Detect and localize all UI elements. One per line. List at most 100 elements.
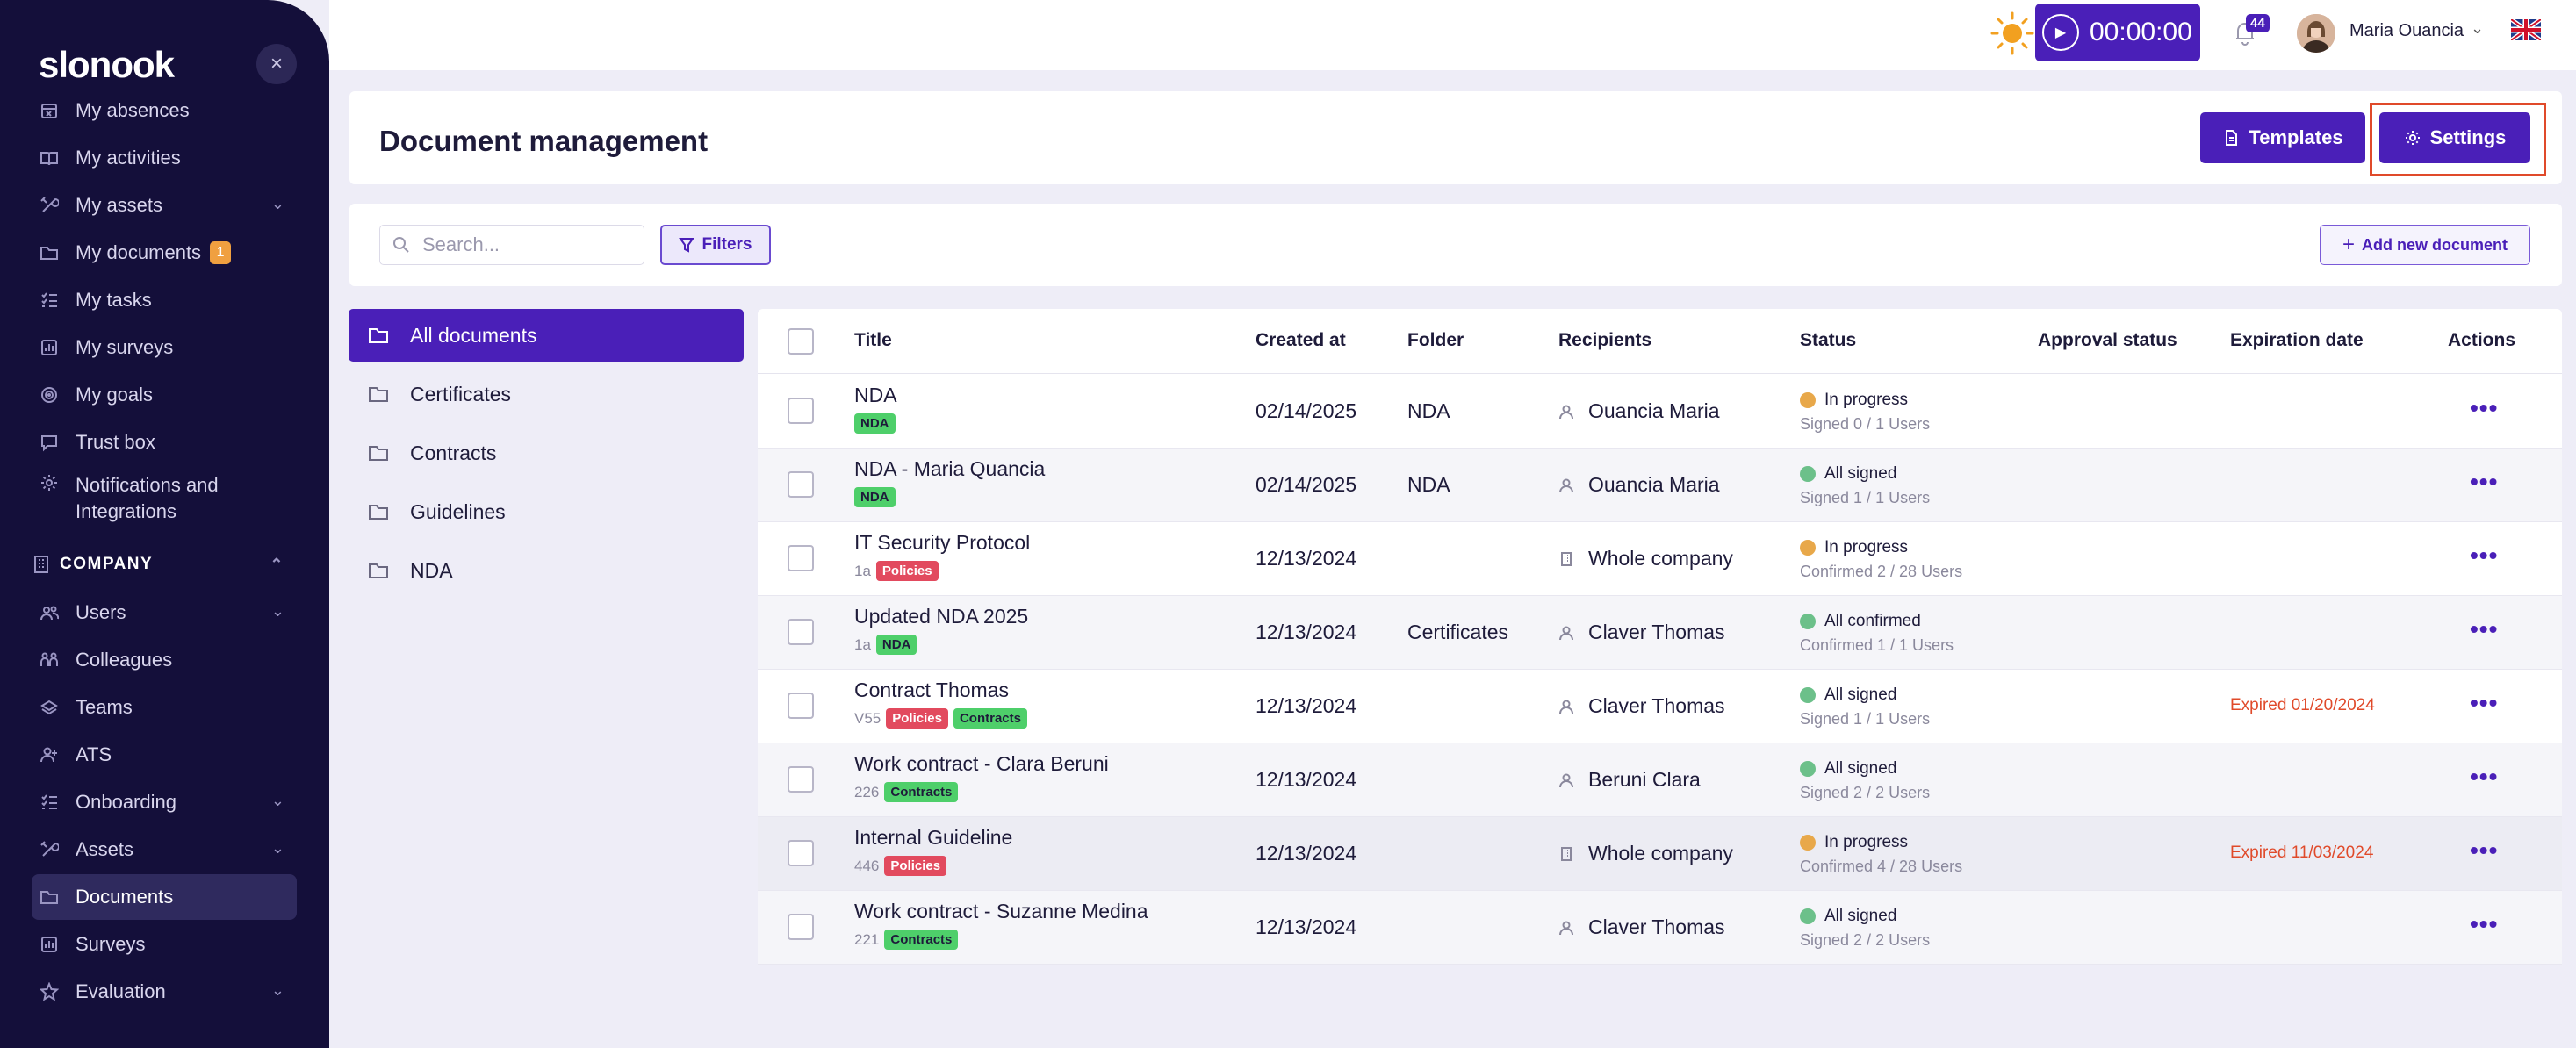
filters-button[interactable]: Filters (660, 225, 771, 265)
status: All signed Signed 2 / 2 Users (1800, 907, 1930, 950)
close-sidebar-button[interactable]: × (256, 44, 297, 84)
sidebar: slonook × My absences My activities My ass… (0, 0, 329, 1048)
document-title[interactable]: NDA - Maria Quancia (854, 457, 1046, 480)
sidebar-item-users[interactable]: Users ⌄ (32, 590, 297, 635)
document-title[interactable]: IT Security Protocol (854, 531, 1031, 554)
folder-contracts[interactable]: Contracts (349, 427, 744, 479)
column-title[interactable]: Title (854, 330, 892, 350)
row-checkbox[interactable] (788, 619, 814, 645)
sidebar-item-teams[interactable]: Teams (32, 685, 297, 730)
column-recipients[interactable]: Recipients (1558, 330, 1652, 350)
sidebar-item-trust-box[interactable]: Trust box (32, 420, 297, 465)
row-checkbox[interactable] (788, 840, 814, 866)
recipient: Beruni Clara (1558, 768, 1701, 792)
templates-button[interactable]: Templates (2200, 112, 2365, 163)
sidebar-item-my-assets[interactable]: My assets ⌄ (32, 183, 297, 228)
status-label: All signed (1824, 464, 1897, 483)
sidebar-item-notifications-and[interactable]: Notifications and Integrations (32, 467, 297, 534)
settings-button[interactable]: Settings (2379, 112, 2530, 163)
folder-icon (369, 505, 388, 520)
table-row[interactable]: Work contract - Suzanne Medina 221 Contrac… (758, 891, 2562, 965)
column-approval-status[interactable]: Approval status (2038, 330, 2177, 350)
sidebar-item-my-absences[interactable]: My absences (32, 88, 297, 133)
table-row[interactable]: Work contract - Clara Beruni 226 Contracts… (758, 743, 2562, 817)
more-actions-icon[interactable]: ••• (2470, 394, 2499, 421)
avatar[interactable] (2297, 14, 2335, 53)
select-all-checkbox[interactable] (788, 328, 814, 355)
more-actions-icon[interactable]: ••• (2470, 615, 2499, 642)
folder-certificates[interactable]: Certificates (349, 368, 744, 420)
status-dot (1800, 761, 1816, 777)
document-title[interactable]: Internal Guideline (854, 826, 1013, 849)
sidebar-item-ats[interactable]: ATS (32, 732, 297, 778)
sidebar-item-my-goals[interactable]: My goals (32, 372, 297, 418)
column-expiration-date[interactable]: Expiration date (2230, 330, 2364, 350)
search-input[interactable]: Search... (379, 225, 644, 265)
sidebar-item-my-surveys[interactable]: My surveys (32, 325, 297, 370)
more-actions-icon[interactable]: ••• (2470, 689, 2499, 716)
more-actions-icon[interactable]: ••• (2470, 763, 2499, 790)
folder-nda[interactable]: NDA (349, 544, 744, 597)
document-title[interactable]: Work contract - Suzanne Medina (854, 900, 1148, 922)
folder-guidelines[interactable]: Guidelines (349, 485, 744, 538)
add-new-document-button[interactable]: + Add new document (2320, 225, 2530, 265)
recipient: Claver Thomas (1558, 621, 1725, 644)
status: All signed Signed 1 / 1 Users (1800, 464, 1930, 507)
checklist-icon (39, 290, 60, 311)
more-actions-icon[interactable]: ••• (2470, 468, 2499, 495)
sidebar-item-assets[interactable]: Assets ⌄ (32, 827, 297, 872)
tag-badge: NDA (854, 487, 896, 507)
row-checkbox[interactable] (788, 471, 814, 498)
chevron-down-icon[interactable]: ⌄ (2471, 19, 2485, 37)
user-icon (1559, 921, 1573, 935)
recipient-name: Ouancia Maria (1588, 473, 1720, 496)
status-label: In progress (1824, 391, 1909, 409)
status: In progress Confirmed 4 / 28 Users (1800, 833, 1962, 876)
row-checkbox[interactable] (788, 914, 814, 940)
sidebar-item-surveys[interactable]: Surveys (32, 922, 297, 967)
sidebar-item-label: Notifications and Integrations (76, 474, 219, 522)
document-title[interactable]: Updated NDA 2025 (854, 605, 1029, 628)
target-icon (39, 384, 60, 406)
more-actions-icon[interactable]: ••• (2470, 836, 2499, 864)
sun-icon (1990, 11, 2034, 55)
more-actions-icon[interactable]: ••• (2470, 542, 2499, 569)
sidebar-item-my-tasks[interactable]: My tasks (32, 277, 297, 323)
user-name[interactable]: Maria Ouancia (2349, 21, 2464, 40)
table-row[interactable]: NDA - Maria Quancia NDA 02/14/2025 NDA Ouanc… (758, 449, 2562, 522)
more-actions-icon[interactable]: ••• (2470, 910, 2499, 937)
status-detail: Confirmed 4 / 28 Users (1800, 858, 1963, 875)
sidebar-item-my-activities[interactable]: My activities (32, 135, 297, 181)
table-row[interactable]: Updated NDA 2025 1a NDA 12/13/2024 Certifica… (758, 596, 2562, 670)
teams-icon (39, 697, 60, 718)
row-checkbox[interactable] (788, 545, 814, 571)
sidebar-section-company[interactable]: COMPANY ⌃ (32, 555, 297, 574)
time-tracker-button[interactable]: ▶ 00:00:00 (2035, 4, 2200, 61)
document-title[interactable]: Contract Thomas (854, 678, 1009, 701)
folder-all-documents[interactable]: All documents (349, 309, 744, 362)
document-title[interactable]: NDA (854, 384, 897, 406)
row-checkbox[interactable] (788, 398, 814, 424)
table-row[interactable]: IT Security Protocol 1a Policies 12/13/2024… (758, 522, 2562, 596)
notification-badge: 44 (2246, 14, 2270, 32)
table-row[interactable]: Internal Guideline 446 Policies 12/13/2024 W… (758, 817, 2562, 891)
folder-name: NDA (1407, 473, 1450, 496)
sidebar-item-my-documents[interactable]: My documents 1 (32, 230, 297, 276)
status: All confirmed Confirmed 1 / 1 Users (1800, 612, 1954, 655)
sidebar-item-onboarding[interactable]: Onboarding ⌄ (32, 779, 297, 825)
row-checkbox[interactable] (788, 693, 814, 719)
row-checkbox[interactable] (788, 766, 814, 793)
table-row[interactable]: NDA NDA 02/14/2025 NDA Ouancia Maria In progr… (758, 375, 2562, 449)
sidebar-item-documents[interactable]: Documents (32, 874, 297, 920)
page-header: Document management Templates Settings (349, 91, 2562, 184)
column-folder[interactable]: Folder (1407, 330, 1464, 350)
created-at: 12/13/2024 (1256, 915, 1357, 938)
column-status[interactable]: Status (1800, 330, 1857, 350)
table-row[interactable]: Contract Thomas V55 Policies Contracts 12/13… (758, 670, 2562, 743)
document-title[interactable]: Work contract - Clara Beruni (854, 752, 1109, 775)
uk-flag-icon[interactable] (2511, 19, 2541, 40)
column-created-at[interactable]: Created at (1256, 330, 1346, 350)
logo[interactable]: slonook (39, 44, 175, 85)
sidebar-item-colleagues[interactable]: Colleagues (32, 637, 297, 683)
sidebar-item-evaluation[interactable]: Evaluation ⌄ (32, 969, 297, 1015)
